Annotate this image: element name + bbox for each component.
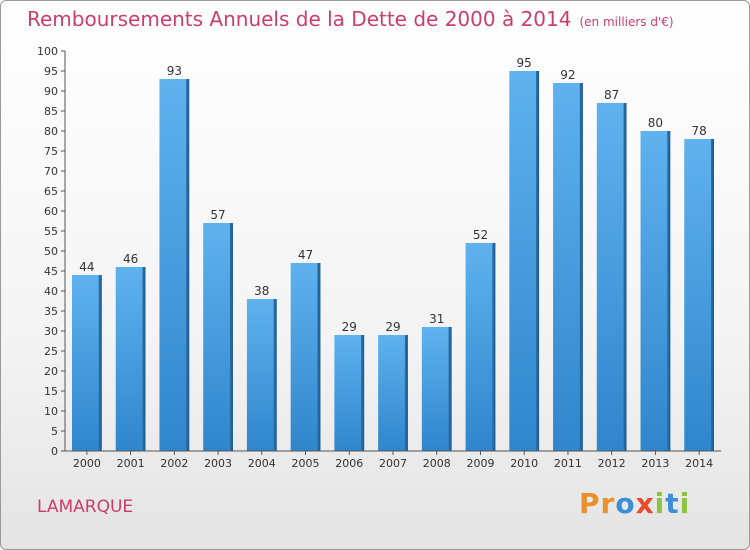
y-tick-label: 90 — [44, 85, 58, 98]
logo-letter: i — [654, 487, 666, 520]
y-tick-label: 85 — [44, 105, 58, 118]
y-tick-label: 65 — [44, 185, 58, 198]
x-axis: 2000 2001 2002 2003 2004 2005 2006 2007 2008 2009… — [65, 450, 721, 470]
bar-edge — [404, 335, 408, 451]
logo-letter: i — [679, 487, 691, 520]
bar-edge — [361, 335, 365, 451]
x-tick-label: 2004 — [248, 457, 276, 470]
bar-edge — [623, 103, 627, 451]
chart-unit: (en milliers d'€) — [579, 15, 674, 29]
proxiti-logo: Proxiti — [579, 487, 690, 520]
y-tick-label: 45 — [44, 265, 58, 278]
x-tick-label: 2003 — [204, 457, 232, 470]
y-tick-label: 30 — [44, 325, 58, 338]
logo-letter: o — [615, 487, 636, 520]
commune-name: LAMARQUE — [37, 497, 134, 517]
data-label: 80 — [648, 116, 663, 130]
y-tick-label: 60 — [44, 205, 58, 218]
bar — [378, 335, 408, 451]
y-tick-label: 95 — [44, 65, 58, 78]
data-label: 47 — [298, 248, 313, 262]
y-axis: 0 5 10 15 20 25 30 35 40 45 50 55 60 65 70 75 80 85 90 95 10… — [37, 45, 66, 458]
chart-title: Remboursements Annuels de la Dette de 20… — [27, 7, 674, 31]
y-tick-label: 50 — [44, 245, 58, 258]
y-tick-label: 15 — [44, 385, 58, 398]
x-tick-label: 2007 — [379, 457, 407, 470]
data-label: 31 — [429, 312, 444, 326]
x-tick-label: 2006 — [335, 457, 363, 470]
bar — [71, 275, 102, 451]
bar-edge — [98, 275, 102, 451]
y-tick-label: 40 — [44, 285, 58, 298]
data-label: 92 — [560, 68, 575, 82]
x-tick-label: 2013 — [641, 457, 669, 470]
y-tick-label: 0 — [51, 445, 58, 458]
x-tick-label: 2014 — [685, 457, 713, 470]
bar-edge — [536, 71, 540, 451]
bar — [159, 79, 190, 451]
bar — [334, 335, 365, 451]
bar — [509, 71, 540, 451]
x-tick-label: 2012 — [598, 457, 626, 470]
x-tick-label: 2002 — [160, 457, 188, 470]
bar — [290, 263, 321, 451]
y-tick-label: 20 — [44, 365, 58, 378]
bar-edge — [579, 83, 583, 451]
bar — [246, 299, 277, 451]
y-tick-label: 70 — [44, 165, 58, 178]
bar — [640, 131, 671, 451]
x-tick-label: 2010 — [510, 457, 538, 470]
bar — [421, 327, 452, 451]
x-tick-label: 2001 — [117, 457, 145, 470]
y-tick-label: 75 — [44, 145, 58, 158]
bar-edge — [229, 223, 233, 451]
data-label: 29 — [342, 320, 357, 334]
bar-edge — [186, 79, 190, 451]
bar-edge — [667, 131, 671, 451]
bar-edge — [711, 139, 715, 451]
x-tick-label: 2009 — [466, 457, 494, 470]
bar — [465, 243, 496, 451]
y-tick-label: 35 — [44, 305, 58, 318]
y-tick-label: 100 — [37, 45, 58, 58]
data-label: 57 — [210, 208, 225, 222]
logo-letter: x — [635, 487, 655, 520]
data-label: 46 — [123, 252, 138, 266]
bars: 44 46 93 57 38 47 29 29 31 52 95 92 87 80 78 — [71, 56, 715, 451]
logo-letter: r — [600, 487, 616, 520]
bar-edge — [273, 299, 277, 451]
chart-title-text: Remboursements Annuels de la Dette de 20… — [27, 7, 572, 31]
y-tick-label: 55 — [44, 225, 58, 238]
data-label: 93 — [167, 64, 182, 78]
data-label: 52 — [473, 228, 488, 242]
data-label: 29 — [385, 320, 400, 334]
y-tick-label: 25 — [44, 345, 58, 358]
x-tick-label: 2008 — [423, 457, 451, 470]
y-tick-label: 10 — [44, 405, 58, 418]
data-label: 95 — [517, 56, 532, 70]
bar-edge — [317, 263, 321, 451]
bar-edge — [492, 243, 496, 451]
data-label: 44 — [79, 260, 94, 274]
bar — [115, 267, 146, 451]
logo-letter: P — [579, 487, 601, 520]
data-label: 78 — [691, 124, 706, 138]
bar-edge — [448, 327, 452, 451]
bar-edge — [142, 267, 146, 451]
bar — [684, 139, 715, 451]
logo-letter: t — [665, 487, 680, 520]
y-tick-label: 80 — [44, 125, 58, 138]
x-tick-label: 2011 — [554, 457, 582, 470]
y-tick-label: 5 — [51, 425, 58, 438]
bar — [596, 103, 627, 451]
bar — [553, 83, 583, 451]
data-label: 38 — [254, 284, 269, 298]
x-tick-label: 2000 — [73, 457, 101, 470]
x-tick-label: 2005 — [292, 457, 320, 470]
data-label: 87 — [604, 88, 619, 102]
bar — [203, 223, 233, 451]
